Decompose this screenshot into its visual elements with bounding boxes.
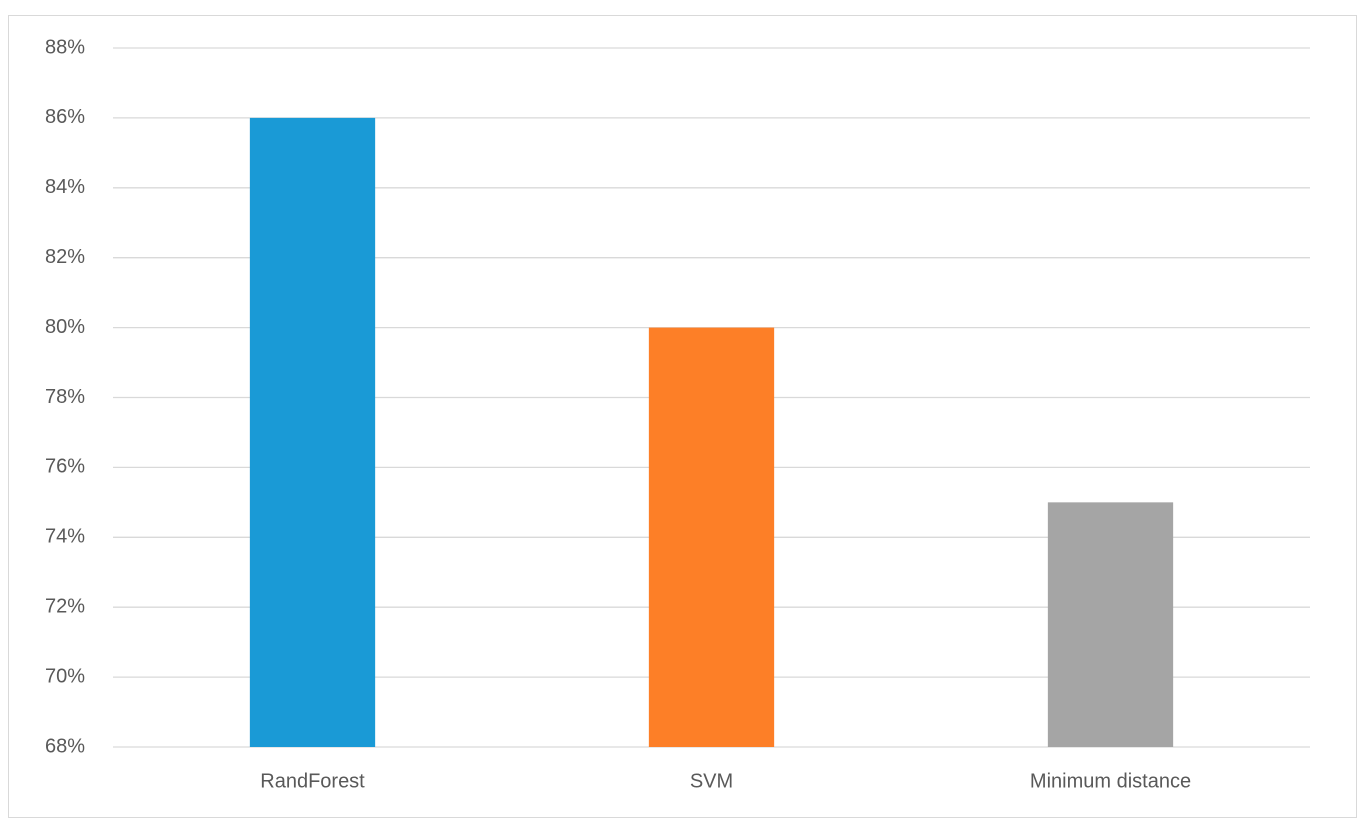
x-tick-label: SVM: [690, 770, 733, 792]
bar: [1047, 502, 1174, 747]
y-tick-label: 76%: [45, 456, 85, 478]
y-tick-label: 80%: [45, 316, 85, 338]
y-tick-label: 84%: [45, 176, 85, 198]
y-tick-label: 78%: [45, 386, 85, 408]
y-tick-label: 82%: [45, 246, 85, 268]
y-tick-label: 70%: [45, 665, 85, 687]
y-tick-label: 72%: [45, 595, 85, 617]
x-tick-label: RandForest: [260, 770, 365, 792]
y-tick-label: 68%: [45, 735, 85, 757]
y-tick-label: 88%: [45, 36, 85, 58]
y-tick-label: 86%: [45, 106, 85, 128]
y-tick-label: 74%: [45, 526, 85, 548]
x-tick-label: Minimum distance: [1030, 770, 1191, 792]
bar: [648, 327, 775, 747]
bar: [249, 117, 376, 747]
